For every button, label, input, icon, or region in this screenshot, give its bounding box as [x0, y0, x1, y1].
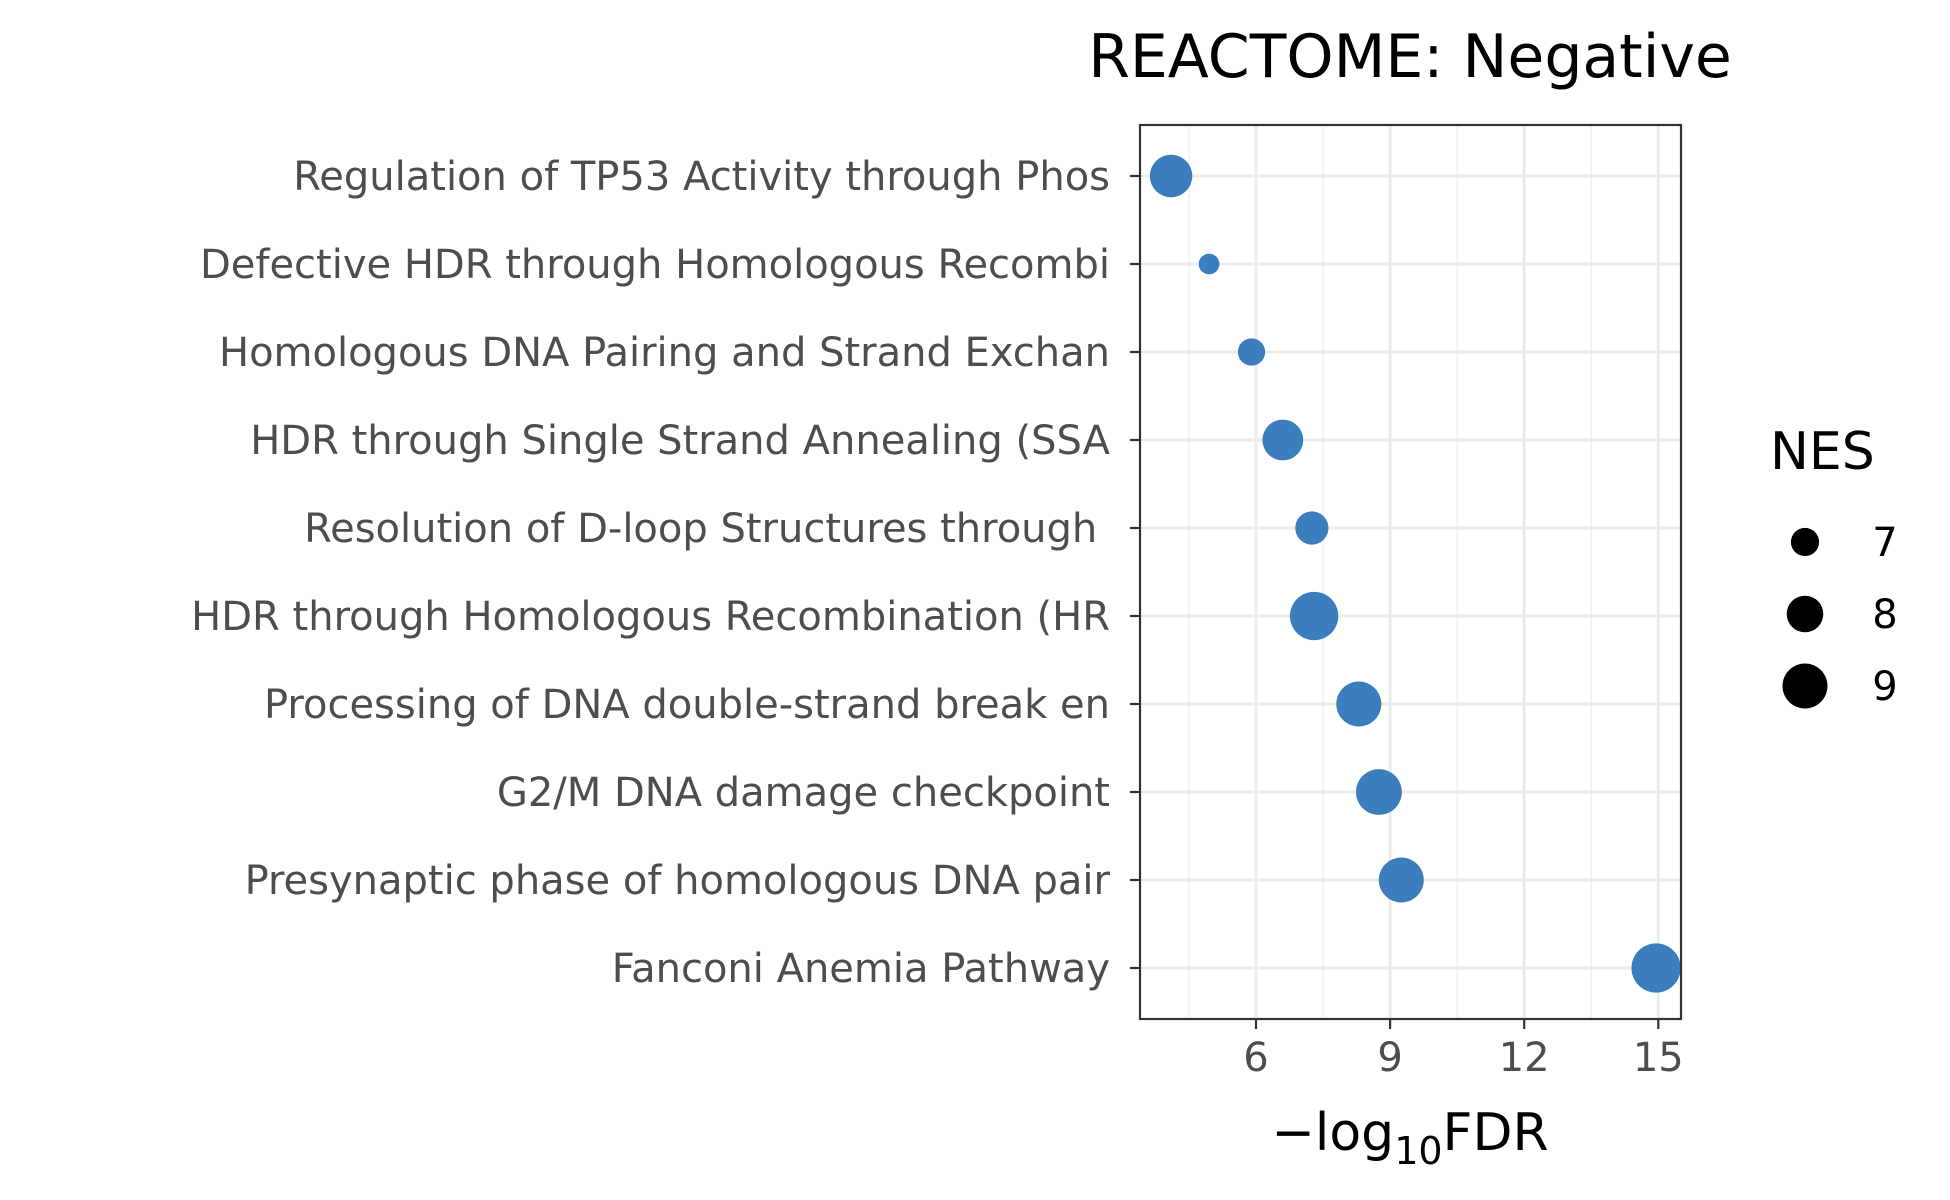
x-axis-title-suffix: FDR	[1443, 1103, 1549, 1163]
x-axis: 6 9 12 15	[1243, 1019, 1684, 1081]
grid-lines	[1140, 125, 1681, 1019]
legend: NES 7 8 9	[1770, 422, 1898, 710]
x-axis-title-prefix: −log	[1271, 1103, 1394, 1163]
data-point	[1378, 857, 1424, 903]
y-tick-label: Defective HDR through Homologous Recombi	[200, 242, 1110, 288]
legend-key	[1790, 527, 1820, 557]
data-point	[1631, 943, 1681, 993]
x-axis-title-subscript: 10	[1394, 1129, 1442, 1173]
y-tick-label: Regulation of TP53 Activity through Phos	[293, 154, 1110, 200]
data-point	[1262, 419, 1304, 461]
legend-key	[1786, 595, 1824, 633]
y-tick-label: Presynaptic phase of homologous DNA pair	[245, 858, 1111, 904]
legend-label: 7	[1872, 520, 1897, 566]
plot-panel-border	[1138, 123, 1683, 1021]
y-tick-label: Processing of DNA double-strand break en	[264, 682, 1110, 728]
data-point	[1198, 253, 1220, 275]
legend-label: 8	[1872, 592, 1897, 638]
legend-items: 7 8 9	[1782, 520, 1898, 710]
data-points	[1149, 154, 1681, 993]
data-point	[1356, 769, 1402, 815]
data-point	[1237, 338, 1266, 366]
y-axis: Regulation of TP53 Activity through Phos…	[191, 154, 1140, 992]
legend-title: NES	[1770, 422, 1875, 482]
x-axis-title: −log10FDR	[1271, 1103, 1548, 1173]
x-tick-label: 9	[1377, 1035, 1402, 1081]
x-tick-label: 12	[1499, 1035, 1550, 1081]
y-tick-label: HDR through Single Strand Annealing (SSA	[250, 418, 1110, 464]
y-tick-label: G2/M DNA damage checkpoint	[497, 770, 1110, 816]
data-point	[1336, 681, 1382, 727]
legend-label: 9	[1872, 664, 1897, 710]
chart-title: REACTOME: Negative	[1088, 22, 1732, 92]
legend-key	[1782, 663, 1828, 709]
y-tick-label: Resolution of D-loop Structures through	[304, 506, 1110, 552]
x-tick-label: 15	[1633, 1035, 1684, 1081]
y-tick-label: Homologous DNA Pairing and Strand Exchan	[219, 330, 1110, 376]
y-tick-label: Fanconi Anemia Pathway	[612, 946, 1110, 992]
y-tick-label: HDR through Homologous Recombination (HR	[191, 594, 1110, 640]
x-tick-label: 6	[1243, 1035, 1268, 1081]
data-point	[1289, 591, 1339, 641]
data-point	[1295, 511, 1329, 545]
data-point	[1149, 154, 1193, 198]
